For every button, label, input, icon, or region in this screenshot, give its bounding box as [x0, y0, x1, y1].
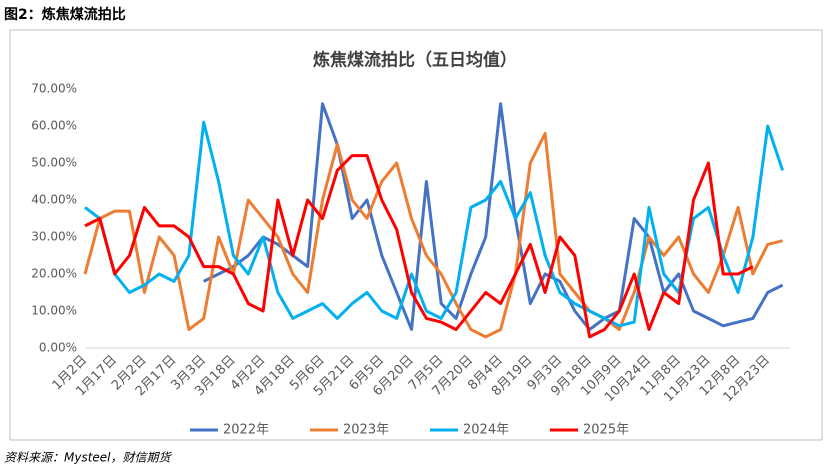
- series-line: [83, 131, 783, 339]
- chart-title: 炼焦煤流拍比（五日均值）: [313, 50, 517, 71]
- y-tick-label: 10.00%: [31, 304, 77, 318]
- series-line: [84, 120, 785, 328]
- figure-header: 图2：炼焦煤流拍比: [4, 6, 126, 23]
- legend-label: 2023年: [343, 423, 389, 438]
- y-tick-label: 50.00%: [31, 156, 77, 170]
- series-line: [203, 102, 784, 331]
- y-tick-label: 70.00%: [31, 82, 77, 96]
- y-tick-label: 30.00%: [31, 230, 77, 244]
- series-line: [84, 154, 754, 339]
- source-note: 资料来源：Mysteel，财信期货: [4, 451, 173, 465]
- y-tick-label: 0.00%: [39, 341, 77, 355]
- chart-frame: [9, 29, 823, 441]
- y-tick-label: 60.00%: [31, 119, 77, 133]
- legend-label: 2022年: [223, 423, 269, 438]
- y-tick-label: 20.00%: [31, 267, 77, 281]
- y-tick-label: 40.00%: [31, 193, 77, 207]
- legend-label: 2025年: [583, 423, 629, 438]
- legend-label: 2024年: [463, 423, 509, 438]
